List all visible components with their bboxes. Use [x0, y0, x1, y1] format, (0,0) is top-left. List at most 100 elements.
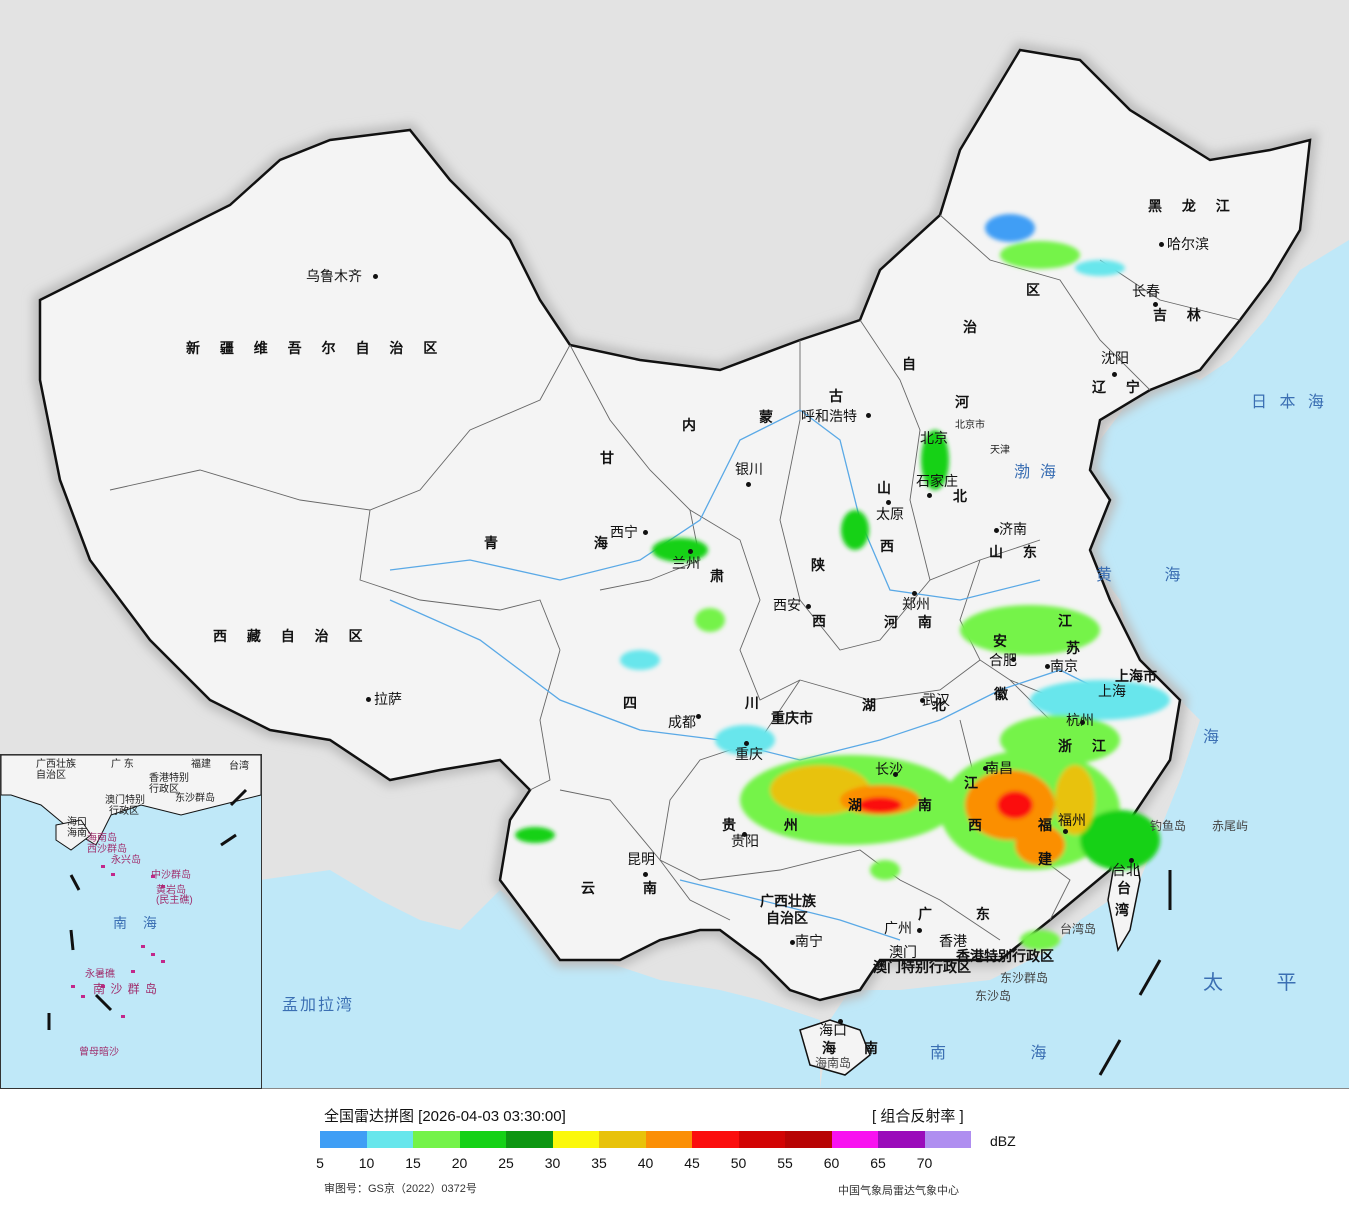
city-urumqi: 乌鲁木齐 [306, 268, 362, 284]
city-hongkong: 香港 [939, 933, 967, 949]
inset-hainan-island: 海南岛 [87, 833, 117, 844]
label-shanghai-region: 上海市 [1115, 668, 1157, 684]
city-chongqing: 重庆 [735, 746, 763, 762]
legend-tick-70: 70 [916, 1155, 933, 1171]
city-hefei: 合肥 [989, 652, 1017, 668]
city-taipei: 台北 [1112, 862, 1140, 878]
dot-guangzhou [917, 928, 922, 933]
label-beijing-city: 北京市 [955, 420, 985, 431]
label-sichuan: 四 川 [623, 695, 811, 711]
label-shandong: 山 东 [989, 544, 1045, 560]
legend-swatch-6 [599, 1131, 646, 1148]
inset-xisha: 西沙群岛 [87, 844, 127, 855]
inset-fujian: 福建 [191, 759, 211, 770]
sea-south [260, 870, 820, 1088]
dot-lhasa [366, 697, 371, 702]
legend-color-bar [320, 1131, 971, 1148]
label-gansu-2: 肃 [710, 568, 724, 584]
island-dongsha-2: 东沙岛 [975, 989, 1012, 1003]
legend-swatch-11 [831, 1131, 878, 1148]
city-fuzhou: 福州 [1058, 812, 1086, 828]
city-haikou: 海口 [819, 1022, 847, 1038]
legend-swatch-8 [692, 1131, 739, 1148]
label-hongkong-sar: 香港特别行政区 [956, 948, 1054, 964]
label-shaanxi-1: 陕 [811, 557, 825, 573]
dot-yinchuan [746, 482, 751, 487]
inset-hongkong-2: 行政区 [149, 784, 179, 795]
dot-changsha [893, 772, 898, 777]
city-wuhan: 武汉 [922, 692, 950, 708]
city-guangzhou: 广州 [884, 920, 912, 936]
inset-haikou: 海口 [67, 817, 87, 828]
city-changsha: 长沙 [875, 761, 903, 777]
legend-swatch-5 [552, 1131, 599, 1148]
label-gansu-1: 甘 [600, 450, 614, 466]
city-shenyang: 沈阳 [1101, 350, 1129, 366]
dot-zhengzhou [912, 591, 917, 596]
dot-xian [806, 604, 811, 609]
inset-hongkong: 香港特别 [149, 773, 189, 784]
legend-swatch-10 [785, 1131, 832, 1148]
radar-map: 黑 龙 江 吉 林 辽 宁 区 治 自 古 蒙 内 河 北 北京市 天津 山 西… [0, 0, 1349, 1089]
boundary-marks [1098, 870, 1172, 1076]
city-nanchang: 南昌 [985, 760, 1013, 776]
label-neimenggu-4: 自 [902, 356, 916, 372]
label-guangxi-2: 自治区 [766, 910, 808, 926]
label-heilongjiang: 黑 龙 江 [1148, 198, 1238, 214]
legend-swatch-12 [878, 1131, 925, 1148]
label-jiangxi-1: 江 [964, 775, 978, 791]
label-jiangxi-2: 西 [968, 817, 982, 833]
sea-east [820, 240, 1349, 1088]
legend-tick-5: 5 [316, 1155, 324, 1171]
label-fujian-2: 建 [1038, 851, 1052, 867]
dot-shenyang [1112, 372, 1117, 377]
label-xinjiang: 新 疆 维 吾 尔 自 治 区 [186, 340, 446, 356]
label-tianjin: 天津 [990, 445, 1010, 456]
inset-canvas [1, 755, 261, 1030]
label-jiangsu-1: 江 [1058, 613, 1072, 629]
label-guangdong: 广 东 [918, 906, 1010, 922]
inset-nansha: 南 沙 群 岛 [93, 982, 159, 996]
inset-nanhai: 南 海 [113, 915, 163, 931]
label-liaoning: 辽 宁 [1092, 379, 1148, 395]
legend-swatch-0 [320, 1131, 367, 1148]
city-taiyuan: 太原 [876, 506, 904, 522]
label-neimenggu-3: 古 [829, 388, 843, 404]
label-guizhou: 贵 州 [722, 817, 820, 833]
island-hainan: 海南岛 [815, 1056, 852, 1070]
label-macao-sar: 澳门特别行政区 [873, 959, 971, 975]
label-henan: 河 南 [884, 614, 940, 630]
label-neimenggu-1: 内 [682, 417, 696, 433]
sea-mengjiala: 孟加拉湾 [282, 997, 355, 1014]
legend-swatch-3 [459, 1131, 506, 1148]
label-jilin: 吉 林 [1153, 307, 1209, 323]
south-china-sea-inset: 广西壮族 自治区 广 东 福建 台湾 香港特别 行政区 澳门特别 行政区 东沙群… [0, 754, 262, 1089]
label-taiwan-1: 台 [1117, 880, 1131, 896]
label-hubei: 湖 北 [862, 697, 972, 713]
label-neimenggu-5: 治 [963, 319, 977, 335]
dot-shijiazhuang [927, 493, 932, 498]
label-neimenggu-6: 区 [1026, 282, 1040, 298]
city-macao: 澳门 [889, 944, 917, 960]
island-diaoyu: 钓鱼岛 [1150, 819, 1187, 833]
label-hebei-1: 河 [955, 394, 969, 410]
label-zhejiang: 浙 江 [1058, 738, 1114, 754]
label-taiwan-2: 湾 [1115, 902, 1129, 918]
city-jinan: 济南 [999, 521, 1027, 537]
legend-tick-10: 10 [358, 1155, 375, 1171]
dot-haikou [838, 1019, 843, 1024]
dot-changchun [1153, 302, 1158, 307]
sea-taipingyang: 太 平 洋 [1203, 972, 1349, 994]
legend-tick-45: 45 [684, 1155, 700, 1171]
city-xining: 西宁 [610, 524, 638, 540]
inset-zengmu: 曾母暗沙 [79, 1047, 119, 1058]
dot-chongqing [744, 741, 749, 746]
dot-harbin [1159, 242, 1164, 247]
city-chengdu: 成都 [668, 714, 696, 730]
city-hohhot: 呼和浩特 [801, 408, 857, 424]
label-shaanxi-2: 西 [812, 613, 826, 629]
inset-hainan: 海南 [67, 828, 87, 839]
label-yunnan: 云 南 [581, 880, 679, 896]
island-dongsha: 东沙群岛 [1000, 971, 1049, 985]
city-yinchuan: 银川 [735, 461, 763, 477]
